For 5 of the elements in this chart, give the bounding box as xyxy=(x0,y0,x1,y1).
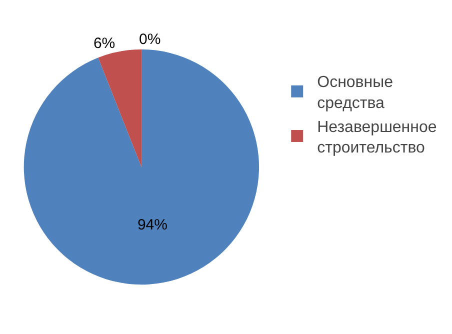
legend-label: Основные средства xyxy=(317,74,394,112)
data-label: 94% xyxy=(137,216,168,234)
text: 0% xyxy=(139,31,161,48)
data-label: 6% xyxy=(93,34,116,52)
legend-label: Незавершенное строительство xyxy=(317,118,437,157)
